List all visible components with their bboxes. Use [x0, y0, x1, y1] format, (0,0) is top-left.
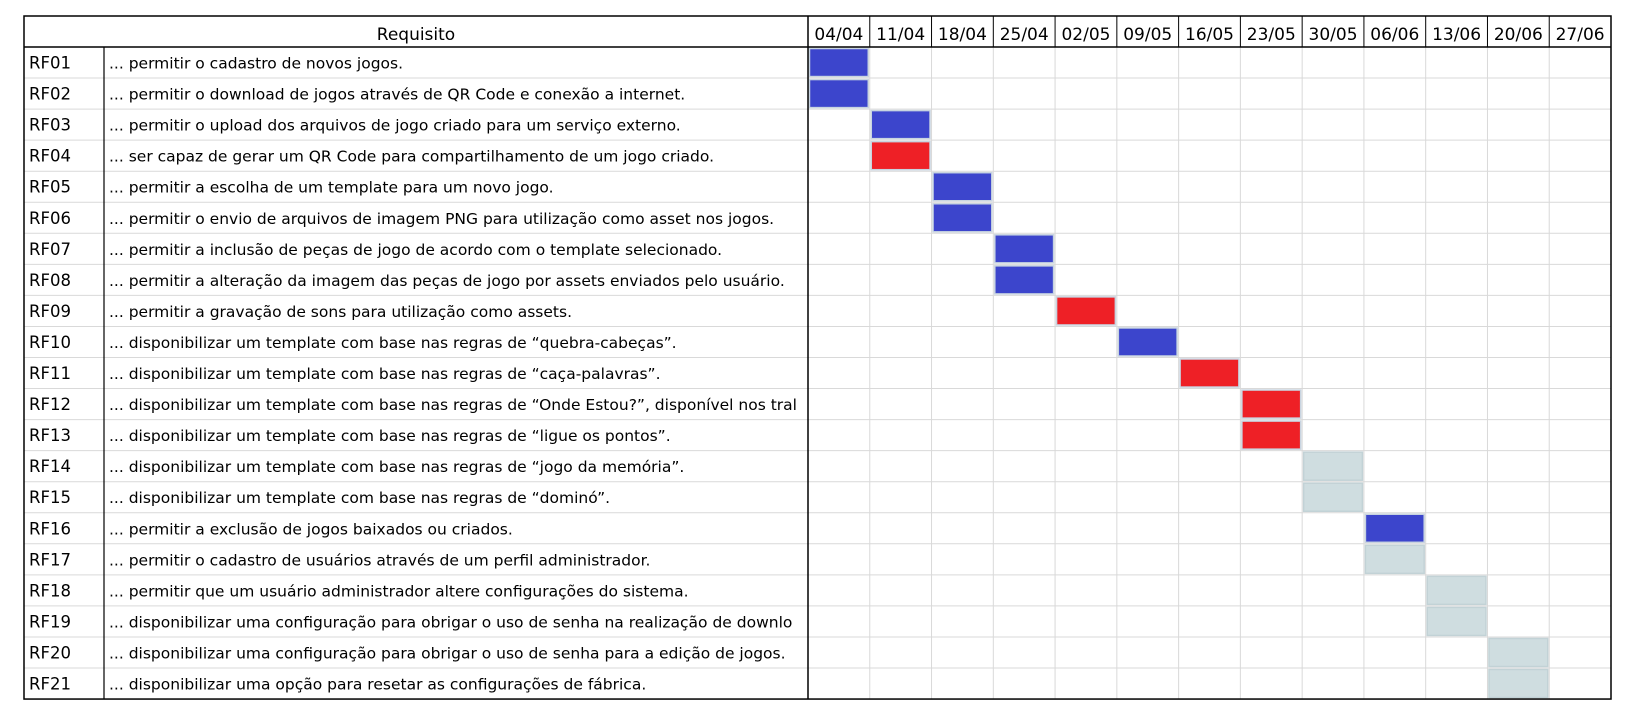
requirement-text: ... permitir o upload dos arquivos de jo…: [109, 117, 681, 135]
requirement-text: ... permitir o download de jogos através…: [109, 86, 685, 104]
requirement-id: RF10: [29, 333, 71, 352]
requirement-text: ... disponibilizar uma opção para reseta…: [109, 676, 646, 694]
requirement-id: RF15: [29, 488, 71, 507]
requirement-text: ... permitir o cadastro de usuários atra…: [109, 551, 650, 569]
task-bars: [808, 47, 1549, 699]
week-label: 25/04: [1000, 25, 1049, 45]
task-bar-rf06: [932, 203, 993, 233]
week-label: 06/06: [1370, 25, 1419, 45]
requirement-text: ... disponibilizar um template com base …: [109, 427, 671, 445]
requirement-id: RF12: [29, 395, 71, 414]
requirement-id: RF09: [29, 302, 71, 321]
requirement-text: ... permitir a exclusão de jogos baixado…: [109, 520, 513, 538]
requirement-id: RF04: [29, 147, 71, 166]
requirement-id: RF17: [29, 550, 71, 569]
requirement-id: RF05: [29, 178, 71, 197]
week-label: 20/06: [1494, 25, 1543, 45]
week-label: 27/06: [1556, 25, 1605, 45]
task-bar-rf04: [870, 140, 931, 171]
requirement-id: RF14: [29, 457, 71, 476]
requirement-id: RF11: [29, 364, 71, 383]
requirement-id: RF20: [29, 643, 71, 662]
task-bar-rf10: [1117, 327, 1178, 357]
requirement-texts: ... permitir o cadastro de novos jogos..…: [109, 55, 797, 694]
task-bar-rf01: [808, 47, 870, 78]
requirement-id: RF13: [29, 426, 71, 445]
requirement-text: ... ser capaz de gerar um QR Code para c…: [109, 148, 714, 166]
requirement-text: ... disponibilizar um template com base …: [109, 458, 684, 476]
requirement-header: Requisito: [377, 25, 455, 45]
requirement-text: ... permitir o cadastro de novos jogos.: [109, 55, 403, 73]
task-bar-rf05: [932, 171, 993, 202]
requirement-id: RF06: [29, 209, 71, 228]
week-label: 13/06: [1432, 25, 1481, 45]
requirement-text: ... disponibilizar um template com base …: [109, 489, 610, 507]
requirement-text: ... disponibilizar uma configuração para…: [109, 644, 786, 662]
week-label: 09/05: [1123, 25, 1172, 45]
task-bar-rf21: [1488, 668, 1549, 699]
task-bar-rf20: [1488, 637, 1549, 668]
requirement-id: RF02: [29, 85, 71, 104]
week-label: 11/04: [876, 25, 925, 45]
task-bar-rf14: [1302, 451, 1364, 481]
task-bar-rf02: [808, 78, 870, 109]
table-borders: [23, 15, 1612, 700]
task-bar-rf07: [994, 234, 1055, 264]
week-label: 02/05: [1061, 25, 1110, 45]
requirement-id: RF01: [29, 54, 71, 73]
requirement-id: RF03: [29, 116, 71, 135]
requirement-text: ... disponibilizar um template com base …: [109, 396, 797, 414]
requirement-text: ... disponibilizar uma configuração para…: [109, 613, 792, 631]
task-bar-rf13: [1241, 420, 1302, 450]
requirement-text: ... permitir a gravação de sons para uti…: [109, 303, 572, 321]
requirement-text: ... permitir que um usuário administrado…: [109, 582, 689, 600]
requirement-text: ... disponibilizar um template com base …: [109, 365, 661, 383]
requirement-text: ... disponibilizar um template com base …: [109, 334, 677, 352]
requirement-text: ... permitir a inclusão de peças de jogo…: [109, 241, 722, 259]
task-bar-rf09: [1055, 296, 1117, 326]
task-bar-rf19: [1426, 606, 1487, 637]
requirement-id: RF21: [29, 675, 71, 694]
requirement-id: RF07: [29, 240, 71, 259]
task-bar-rf12: [1241, 389, 1302, 419]
task-bar-rf11: [1179, 358, 1240, 388]
week-label: 30/05: [1309, 25, 1358, 45]
requirement-text: ... permitir a escolha de um template pa…: [109, 179, 554, 197]
task-bar-rf03: [870, 109, 931, 140]
task-bar-rf16: [1364, 513, 1425, 544]
table-text: Requisito 04/04 11/04 18/04 25/04 02/05 09/05 1…: [29, 25, 1605, 694]
requirement-text: ... permitir a alteração da imagem das p…: [109, 272, 785, 290]
task-bar-rf18: [1426, 575, 1487, 606]
requirement-id: RF16: [29, 519, 71, 538]
requirement-id: RF18: [29, 581, 71, 600]
week-label: 04/04: [814, 25, 863, 45]
task-bar-rf15: [1302, 482, 1364, 513]
week-label: 16/05: [1185, 25, 1234, 45]
week-label: 23/05: [1247, 25, 1296, 45]
task-bar-rf08: [994, 265, 1055, 295]
week-label: 18/04: [938, 25, 987, 45]
grid-lines: [24, 47, 1611, 700]
requirement-text: ... permitir o envio de arquivos de imag…: [109, 210, 774, 228]
requirement-id: RF19: [29, 612, 71, 631]
table-outline: [23, 15, 1612, 700]
task-bar-rf17: [1364, 544, 1425, 575]
requirement-id: RF08: [29, 271, 71, 290]
